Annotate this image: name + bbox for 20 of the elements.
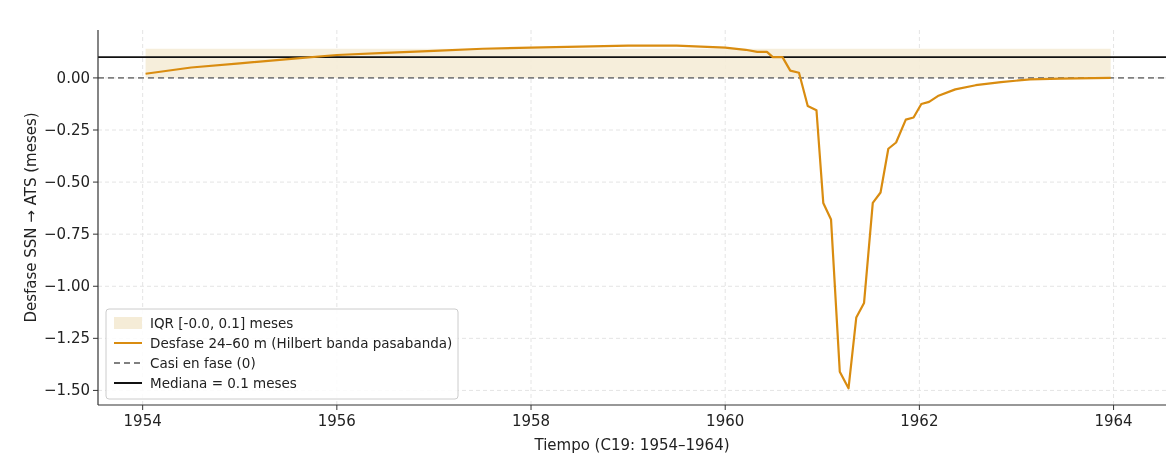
legend-label: Casi en fase (0) — [150, 355, 256, 371]
x-axis-title: Tiempo (C19: 1954–1964) — [533, 436, 730, 454]
x-tick-label: 1956 — [317, 412, 356, 430]
y-tick-label: −1.50 — [44, 381, 90, 400]
x-tick-label: 1964 — [1094, 412, 1133, 430]
y-tick-label: 0.00 — [56, 68, 90, 87]
y-axis-title: Desfase SSN → ATS (meses) — [22, 112, 40, 323]
x-tick-label: 1962 — [900, 412, 939, 430]
legend-label: Desfase 24–60 m (Hilbert banda pasabanda) — [150, 335, 453, 351]
x-tick-label: 1958 — [511, 412, 551, 430]
legend-label: Mediana = 0.1 meses — [150, 375, 297, 391]
y-tick-label: −0.50 — [44, 173, 90, 192]
line-series — [144, 44, 1112, 390]
y-tick-label: −1.25 — [44, 329, 90, 348]
x-tick-label: 1954 — [123, 412, 162, 430]
legend-label: IQR [-0.0, 0.1] meses — [150, 315, 294, 331]
x-tick-label: 1960 — [706, 412, 745, 430]
y-tick-label: −0.25 — [44, 121, 90, 139]
y-tick-label: −0.75 — [44, 225, 90, 244]
y-tick-label: −1.00 — [44, 277, 90, 296]
